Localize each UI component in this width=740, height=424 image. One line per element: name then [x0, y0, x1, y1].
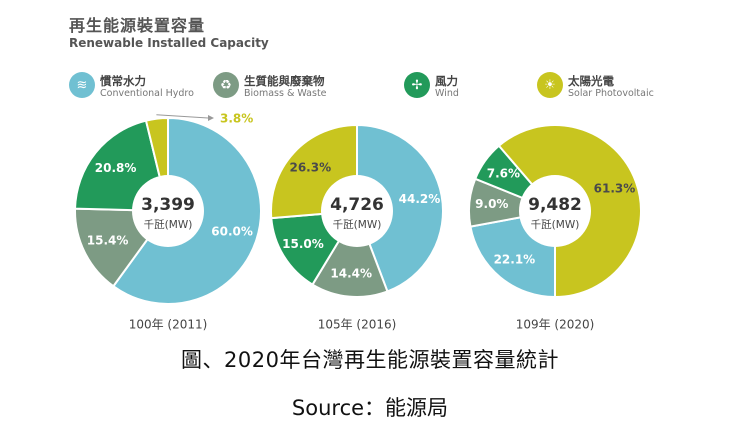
slice-label-solar: 61.3% — [594, 181, 636, 195]
total-unit: 千瓩(MW) — [531, 219, 580, 231]
slice-label-solar: 3.8% — [220, 112, 253, 126]
slice-label-wind: 7.6% — [487, 167, 520, 181]
year-label: 100年 (2011) — [129, 318, 208, 332]
total-unit: 千瓩(MW) — [144, 219, 193, 231]
total-value: 9,482 — [528, 195, 582, 215]
year-label: 105年 (2016) — [318, 318, 397, 332]
slice-label-biomass: 15.4% — [87, 233, 129, 247]
slice-label-wind: 20.8% — [95, 161, 137, 175]
sun-icon: ☀ — [537, 72, 563, 98]
legend-label-en: Conventional Hydro — [100, 88, 194, 99]
legend-label-zh: 慣常水力 — [100, 74, 146, 88]
slice-label-hydro: 44.2% — [399, 192, 441, 206]
slice-label-wind: 15.0% — [282, 237, 324, 251]
donut-hole — [132, 175, 204, 247]
slice-label-biomass: 9.0% — [475, 197, 508, 211]
slice-hydro — [356, 123, 444, 293]
chart-title-zh: 再生能源裝置容量 — [69, 16, 206, 35]
slice-label-hydro: 22.1% — [494, 252, 536, 266]
figure-source: Source：能源局 — [291, 396, 449, 420]
legend-label-en: Wind — [435, 88, 459, 99]
leader-line — [156, 114, 209, 119]
year-label: 109年 (2020) — [516, 318, 595, 332]
legend-label-zh: 風力 — [435, 74, 458, 88]
donut-hole — [321, 175, 393, 247]
recycle-icon: ♻ — [213, 72, 239, 98]
legend-label-zh: 太陽光電 — [568, 74, 614, 88]
slice-label-hydro: 60.0% — [211, 224, 253, 238]
water-icon: ≋ — [69, 72, 95, 98]
legend-label-zh: 生質能與廢棄物 — [244, 74, 325, 88]
total-value: 4,726 — [330, 195, 384, 215]
legend-label-en: Solar Photovoltaic — [568, 88, 654, 99]
figure-caption: 圖、2020年台灣再生能源裝置容量統計 — [181, 348, 559, 372]
leader-arrow — [208, 115, 214, 121]
wind-turbine-icon: ✢ — [404, 72, 430, 98]
total-value: 3,399 — [141, 195, 195, 215]
slice-label-biomass: 14.4% — [330, 267, 372, 281]
total-unit: 千瓩(MW) — [333, 219, 382, 231]
donut-hole — [519, 175, 591, 247]
donut-charts: 60.0% 15.4% 20.8% 3.8% 3,399 千瓩(MW) 100年 (2011… — [74, 112, 642, 332]
slice-label-solar: 26.3% — [289, 161, 331, 175]
legend-label-en: Biomass & Waste — [244, 88, 327, 99]
chart-title-en: Renewable Installed Capacity — [69, 36, 269, 50]
slice-biomass — [311, 208, 389, 298]
